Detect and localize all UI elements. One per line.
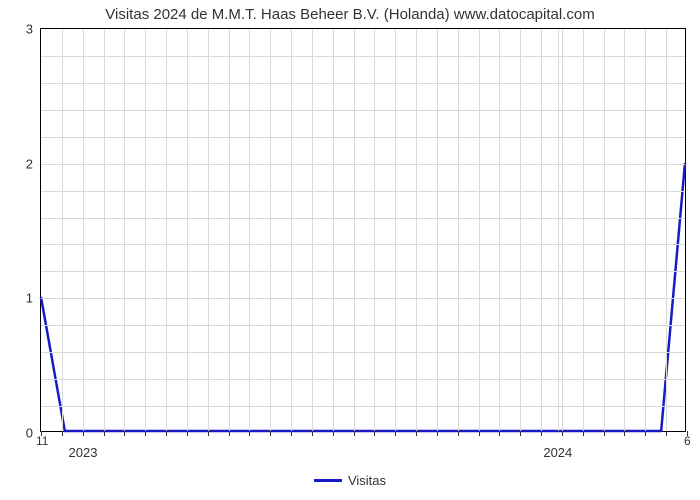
x-minor-tick: [458, 431, 459, 436]
legend-swatch: [314, 479, 342, 482]
x-minor-tick: [645, 431, 646, 436]
grid-v-minor: [624, 29, 625, 431]
x-minor-tick: [437, 431, 438, 436]
grid-v-minor: [187, 29, 188, 431]
x-minor-tick: [395, 431, 396, 436]
grid-v-minor: [666, 29, 667, 431]
grid-h-minor: [41, 110, 685, 111]
grid-v-minor: [541, 29, 542, 431]
grid-h-minor: [41, 137, 685, 138]
grid-v-minor: [333, 29, 334, 431]
x-minor-tick: [62, 431, 63, 436]
x-minor-tick: [499, 431, 500, 436]
y-tick-label: 1: [26, 291, 41, 306]
x-minor-tick: [354, 431, 355, 436]
x-minor-tick: [291, 431, 292, 436]
grid-v-minor: [312, 29, 313, 431]
grid-v-minor: [270, 29, 271, 431]
grid-h-minor: [41, 191, 685, 192]
grid-v: [558, 29, 559, 431]
grid-h-minor: [41, 218, 685, 219]
line-series: [41, 29, 685, 431]
x-minor-tick: [374, 431, 375, 436]
grid-v-minor: [145, 29, 146, 431]
grid-v-minor: [520, 29, 521, 431]
y-tick-label: 3: [26, 22, 41, 37]
grid-v-minor: [604, 29, 605, 431]
grid-h-minor: [41, 56, 685, 57]
grid-v-minor: [124, 29, 125, 431]
grid-h-minor: [41, 406, 685, 407]
grid-v-minor: [437, 29, 438, 431]
grid-v-minor: [374, 29, 375, 431]
x-minor-tick: [604, 431, 605, 436]
grid-v-minor: [208, 29, 209, 431]
x-minor-tick: [416, 431, 417, 436]
x-minor-tick: [562, 431, 563, 436]
grid-h-minor: [41, 325, 685, 326]
grid-v-minor: [499, 29, 500, 431]
x-minor-tick: [104, 431, 105, 436]
plot-area: 012320232024: [40, 28, 686, 432]
y-tick-label: 2: [26, 156, 41, 171]
x-minor-tick: [583, 431, 584, 436]
grid-h: [41, 164, 685, 165]
chart-title: Visitas 2024 de M.M.T. Haas Beheer B.V. …: [0, 6, 700, 23]
x-minor-tick: [124, 431, 125, 436]
grid-v-minor: [354, 29, 355, 431]
grid-h-minor: [41, 244, 685, 245]
legend-label: Visitas: [348, 473, 386, 488]
x-minor-tick: [166, 431, 167, 436]
grid-v-minor: [479, 29, 480, 431]
x-minor-tick: [541, 431, 542, 436]
grid-v-minor: [416, 29, 417, 431]
grid-v-minor: [458, 29, 459, 431]
x-corner-left: 11: [36, 434, 48, 448]
x-minor-tick: [312, 431, 313, 436]
x-minor-tick: [249, 431, 250, 436]
grid-v-minor: [249, 29, 250, 431]
grid-h-minor: [41, 352, 685, 353]
grid-h: [41, 298, 685, 299]
x-tick-label: 2024: [543, 431, 572, 460]
x-minor-tick: [208, 431, 209, 436]
x-minor-tick: [333, 431, 334, 436]
x-minor-tick: [145, 431, 146, 436]
x-minor-tick: [270, 431, 271, 436]
grid-v-minor: [645, 29, 646, 431]
x-minor-tick: [624, 431, 625, 436]
x-minor-tick: [83, 431, 84, 436]
grid-h-minor: [41, 379, 685, 380]
x-minor-tick: [666, 431, 667, 436]
grid-v-minor: [583, 29, 584, 431]
grid-v-minor: [104, 29, 105, 431]
grid-v-minor: [562, 29, 563, 431]
x-minor-tick: [479, 431, 480, 436]
grid-v-minor: [166, 29, 167, 431]
grid-v-minor: [229, 29, 230, 431]
grid-v-minor: [83, 29, 84, 431]
x-minor-tick: [229, 431, 230, 436]
grid-v-minor: [395, 29, 396, 431]
grid-v-minor: [291, 29, 292, 431]
grid-h-minor: [41, 83, 685, 84]
chart-container: Visitas 2024 de M.M.T. Haas Beheer B.V. …: [0, 0, 700, 500]
x-minor-tick: [520, 431, 521, 436]
x-corner-right: 6: [684, 434, 691, 448]
grid-v-minor: [62, 29, 63, 431]
grid-h-minor: [41, 271, 685, 272]
legend: Visitas: [0, 472, 700, 488]
x-minor-tick: [187, 431, 188, 436]
